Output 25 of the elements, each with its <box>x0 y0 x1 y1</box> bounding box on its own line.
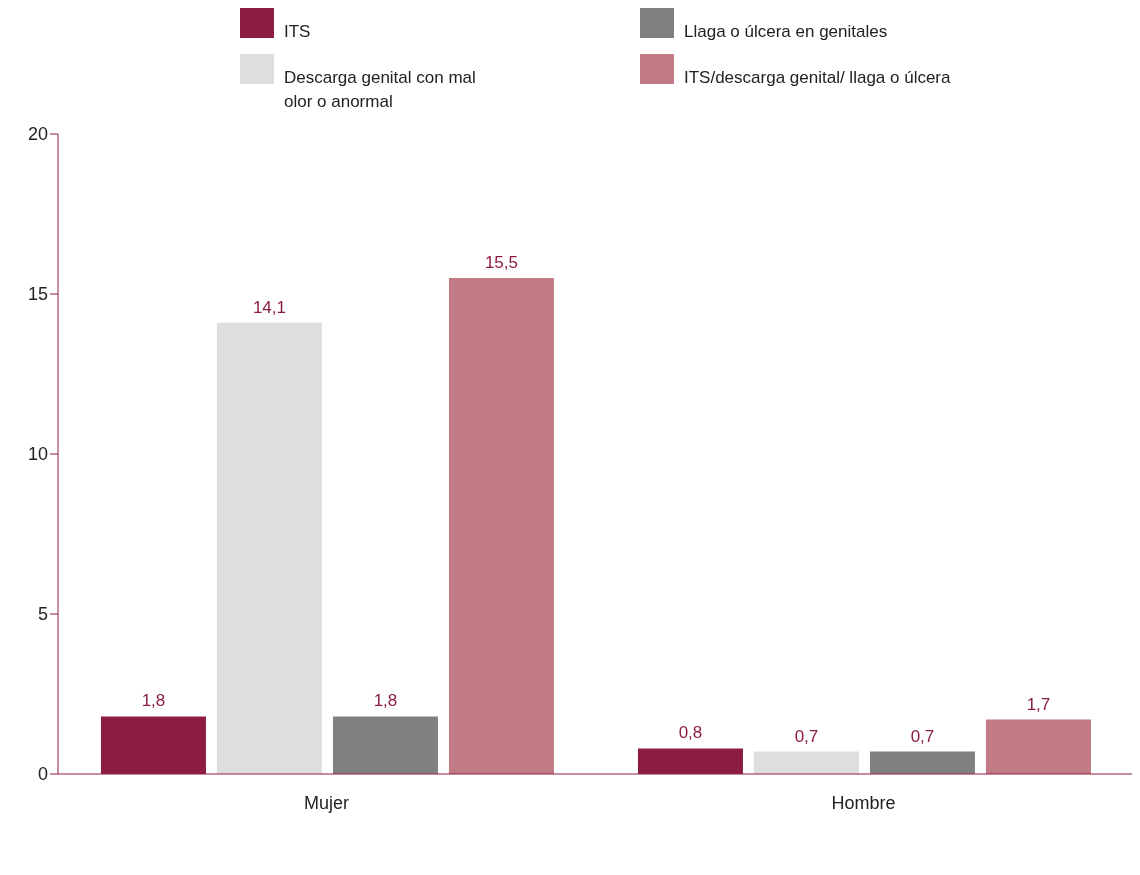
data-label: 14,1 <box>252 297 287 317</box>
data-label: 0,7 <box>910 726 935 746</box>
legend-label: ITS/descarga genital/ llaga o úlcera <box>684 67 952 89</box>
bar <box>985 719 1091 774</box>
y-tick-label: 10 <box>27 444 48 465</box>
y-tick-label: 0 <box>37 764 48 785</box>
bar <box>448 278 554 774</box>
legend-label: Descarga genital con mal olor o anormal <box>284 67 477 113</box>
data-label: 1,8 <box>373 691 398 711</box>
bar <box>332 716 438 774</box>
y-tick-label: 5 <box>37 604 48 625</box>
data-label: 0,8 <box>678 723 703 743</box>
x-tick-label: Hombre <box>831 792 896 813</box>
legend-label: ITS <box>284 21 312 43</box>
bar <box>869 751 975 774</box>
bar <box>216 322 322 774</box>
data-label: 1,7 <box>1026 694 1051 714</box>
y-tick-label: 15 <box>27 284 48 305</box>
data-label: 15,5 <box>484 253 519 272</box>
bar <box>753 751 859 774</box>
legend-label: Llaga o úlcera en genitales <box>684 21 889 43</box>
data-label: 1,8 <box>141 691 166 711</box>
x-tick-label: Mujer <box>303 792 350 813</box>
y-tick-label: 20 <box>27 124 48 145</box>
data-label: 0,7 <box>794 726 819 746</box>
